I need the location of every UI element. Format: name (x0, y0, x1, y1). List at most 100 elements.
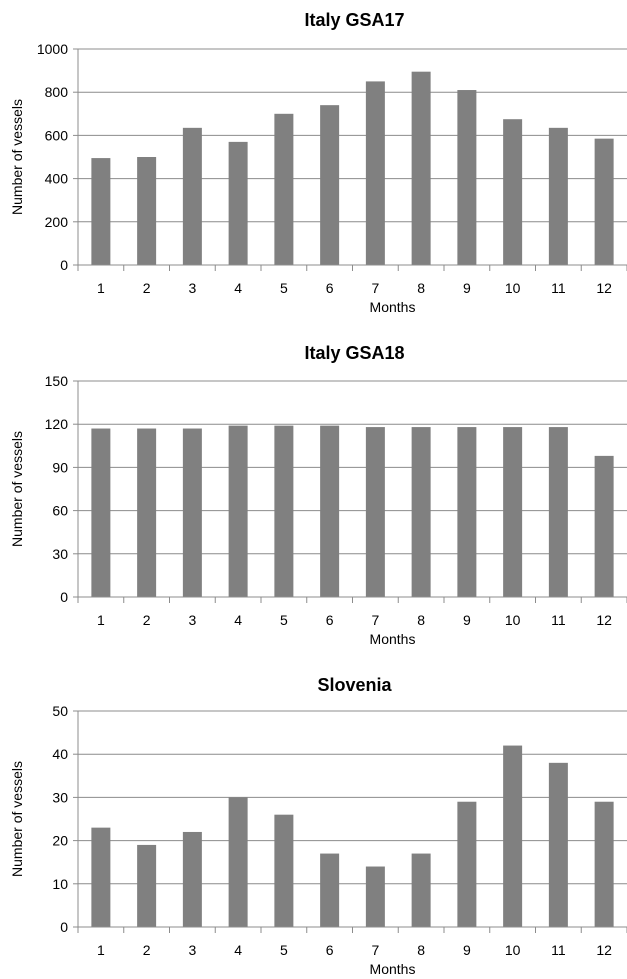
y-tick-label: 200 (45, 214, 69, 230)
x-tick-label: 6 (326, 612, 334, 628)
x-tick-label: 9 (463, 942, 471, 958)
x-tick-label: 11 (551, 942, 566, 958)
y-tick-label: 60 (52, 503, 68, 519)
x-tick-label: 5 (280, 942, 288, 958)
bar-month-6 (320, 425, 340, 597)
bar-month-12 (594, 138, 614, 265)
x-tick-label: 12 (596, 942, 612, 958)
chart-panel-italy-gsa17: Italy GSA17 0 200 400 600 800 1000 1 2 3 4 5 6 7 8 9 10 1… (0, 0, 627, 318)
x-tick-label: 7 (371, 280, 379, 296)
y-tick-label: 20 (52, 833, 68, 849)
y-axis-label: Number of vessels (9, 761, 25, 877)
chart-title: Italy GSA17 (304, 10, 404, 30)
bar-month-3 (182, 127, 202, 265)
x-axis-label: Months (370, 299, 416, 315)
x-tick-label: 3 (188, 612, 196, 628)
bar-month-12 (594, 455, 614, 597)
bar-month-12 (594, 801, 614, 927)
x-tick-label: 1 (97, 280, 105, 296)
bar-month-4 (228, 141, 248, 265)
y-tick-label: 150 (45, 373, 69, 389)
y-tick-label: 30 (52, 546, 68, 562)
x-tick-label: 7 (371, 942, 379, 958)
y-tick-label: 0 (60, 919, 68, 935)
chart-title: Italy GSA18 (304, 343, 404, 363)
x-tick-label: 4 (234, 612, 242, 628)
x-axis-label: Months (370, 961, 416, 977)
bar-month-6 (320, 853, 340, 927)
x-tick-label: 1 (97, 942, 105, 958)
x-tick-label: 5 (280, 612, 288, 628)
y-tick-label: 30 (52, 789, 68, 805)
bar-month-2 (137, 157, 157, 265)
bar-month-11 (548, 762, 568, 927)
x-tick-label: 1 (97, 612, 105, 628)
bar-month-5 (274, 814, 294, 927)
x-tick-label: 3 (188, 280, 196, 296)
bar-month-7 (365, 81, 385, 266)
bar-month-1 (91, 428, 111, 597)
x-tick-label: 4 (234, 942, 242, 958)
bar-month-9 (457, 801, 477, 927)
x-tick-label: 6 (326, 280, 334, 296)
x-tick-label: 2 (143, 612, 151, 628)
x-tick-label: 2 (143, 280, 151, 296)
x-tick-label: 2 (143, 942, 151, 958)
x-tick-label: 12 (596, 612, 612, 628)
x-tick-label: 11 (551, 280, 566, 296)
bar-month-3 (182, 831, 202, 927)
x-tick-label: 5 (280, 280, 288, 296)
y-axis-label: Number of vessels (9, 99, 25, 215)
x-tick-label: 9 (463, 612, 471, 628)
bar-month-1 (91, 158, 111, 265)
y-tick-label: 0 (60, 589, 68, 605)
y-tick-label: 400 (45, 171, 69, 187)
bar-month-7 (365, 427, 385, 597)
y-tick-label: 1000 (37, 41, 68, 57)
bar-month-8 (411, 427, 431, 597)
x-tick-label: 7 (371, 612, 379, 628)
bar-month-1 (91, 827, 111, 927)
bar-month-8 (411, 853, 431, 927)
y-tick-label: 120 (45, 416, 69, 432)
bar-month-6 (320, 105, 340, 265)
bar-month-3 (182, 428, 202, 597)
x-tick-label: 10 (505, 612, 521, 628)
y-tick-label: 0 (60, 257, 68, 273)
x-tick-label: 10 (505, 942, 521, 958)
y-tick-label: 10 (52, 876, 68, 892)
x-tick-label: 8 (417, 280, 425, 296)
chart-panel-italy-gsa18: Italy GSA18 0 30 60 90 120 150 1 2 3 4 5 6 7 8 9 10 11 12 M… (0, 330, 627, 652)
x-axis-label: Months (370, 631, 416, 647)
bar-month-4 (228, 797, 248, 927)
y-tick-label: 40 (52, 746, 68, 762)
chart-title: Slovenia (317, 675, 392, 695)
y-tick-label: 90 (52, 459, 68, 475)
bar-month-2 (137, 428, 157, 597)
bar-month-9 (457, 427, 477, 597)
bar-month-11 (548, 427, 568, 597)
bar-month-9 (457, 90, 477, 265)
x-tick-label: 4 (234, 280, 242, 296)
y-axis-label: Number of vessels (9, 431, 25, 547)
bar-month-10 (503, 119, 523, 265)
y-tick-label: 800 (45, 84, 69, 100)
x-tick-label: 11 (551, 612, 566, 628)
x-tick-label: 8 (417, 612, 425, 628)
chart-panel-slovenia: Slovenia 0 10 20 30 40 50 1 2 3 4 5 6 7 8 9 10 11 12 Months… (0, 660, 627, 979)
x-tick-label: 9 (463, 280, 471, 296)
bar-month-5 (274, 425, 294, 597)
bar-month-5 (274, 113, 294, 265)
bar-month-8 (411, 71, 431, 266)
x-tick-label: 6 (326, 942, 334, 958)
bar-month-10 (503, 427, 523, 597)
x-tick-label: 8 (417, 942, 425, 958)
x-tick-label: 3 (188, 942, 196, 958)
y-tick-label: 50 (52, 703, 68, 719)
bar-month-7 (365, 866, 385, 927)
bar-month-11 (548, 127, 568, 265)
